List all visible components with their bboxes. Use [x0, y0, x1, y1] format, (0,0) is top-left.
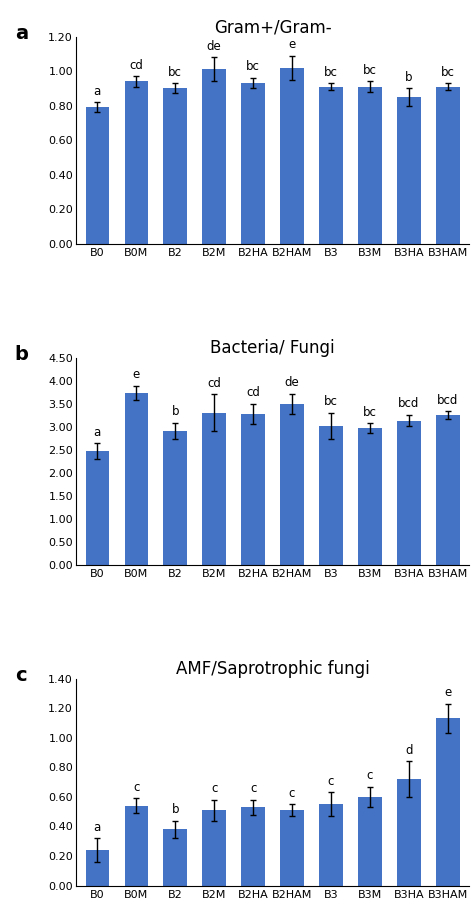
Bar [319, 425, 343, 564]
Text: bcd: bcd [398, 397, 419, 411]
Text: bc: bc [324, 395, 338, 408]
Text: c: c [289, 787, 295, 800]
Bar [86, 850, 109, 886]
Bar [86, 108, 109, 244]
Title: AMF/Saprotrophic fungi: AMF/Saprotrophic fungi [176, 660, 369, 678]
Bar [241, 414, 265, 564]
Bar [436, 87, 459, 244]
Text: a: a [94, 425, 101, 438]
Text: c: c [367, 769, 373, 782]
Bar [319, 804, 343, 886]
Bar [397, 97, 420, 244]
Bar [358, 428, 382, 564]
Text: b: b [405, 70, 413, 84]
Text: c: c [328, 775, 334, 788]
Bar [86, 451, 109, 564]
Bar [164, 829, 187, 886]
Bar [280, 404, 304, 564]
Text: b: b [172, 803, 179, 816]
Text: bc: bc [246, 60, 260, 73]
Text: bc: bc [363, 405, 377, 419]
Bar [397, 779, 420, 886]
Bar [358, 87, 382, 244]
Text: a: a [94, 85, 101, 98]
Text: cd: cd [246, 386, 260, 399]
Text: b: b [172, 405, 179, 418]
Text: a: a [15, 24, 28, 43]
Title: Gram+/Gram-: Gram+/Gram- [214, 18, 331, 37]
Text: bc: bc [441, 66, 455, 79]
Bar [358, 797, 382, 886]
Text: de: de [285, 376, 300, 389]
Text: de: de [207, 39, 221, 53]
Text: c: c [250, 782, 256, 795]
Text: b: b [15, 345, 29, 364]
Bar [125, 806, 148, 886]
Bar [436, 415, 459, 564]
Bar [436, 719, 459, 886]
Title: Bacteria/ Fungi: Bacteria/ Fungi [210, 340, 335, 357]
Text: bc: bc [168, 66, 182, 79]
Bar [241, 83, 265, 244]
Text: bc: bc [363, 64, 377, 77]
Bar [164, 431, 187, 564]
Text: cd: cd [129, 58, 143, 71]
Bar [319, 87, 343, 244]
Text: bc: bc [324, 66, 338, 79]
Bar [125, 393, 148, 564]
Text: c: c [133, 781, 139, 793]
Bar [280, 68, 304, 244]
Bar [241, 807, 265, 886]
Text: d: d [405, 744, 413, 757]
Text: a: a [94, 821, 101, 834]
Bar [280, 810, 304, 886]
Text: c: c [15, 666, 27, 685]
Text: e: e [133, 369, 140, 382]
Bar [202, 413, 226, 564]
Bar [202, 69, 226, 244]
Bar [397, 421, 420, 564]
Text: cd: cd [207, 377, 221, 390]
Bar [125, 81, 148, 244]
Text: e: e [288, 38, 296, 51]
Bar [164, 89, 187, 244]
Text: c: c [211, 782, 217, 795]
Text: e: e [444, 686, 451, 699]
Bar [202, 810, 226, 886]
Text: bcd: bcd [437, 394, 458, 407]
